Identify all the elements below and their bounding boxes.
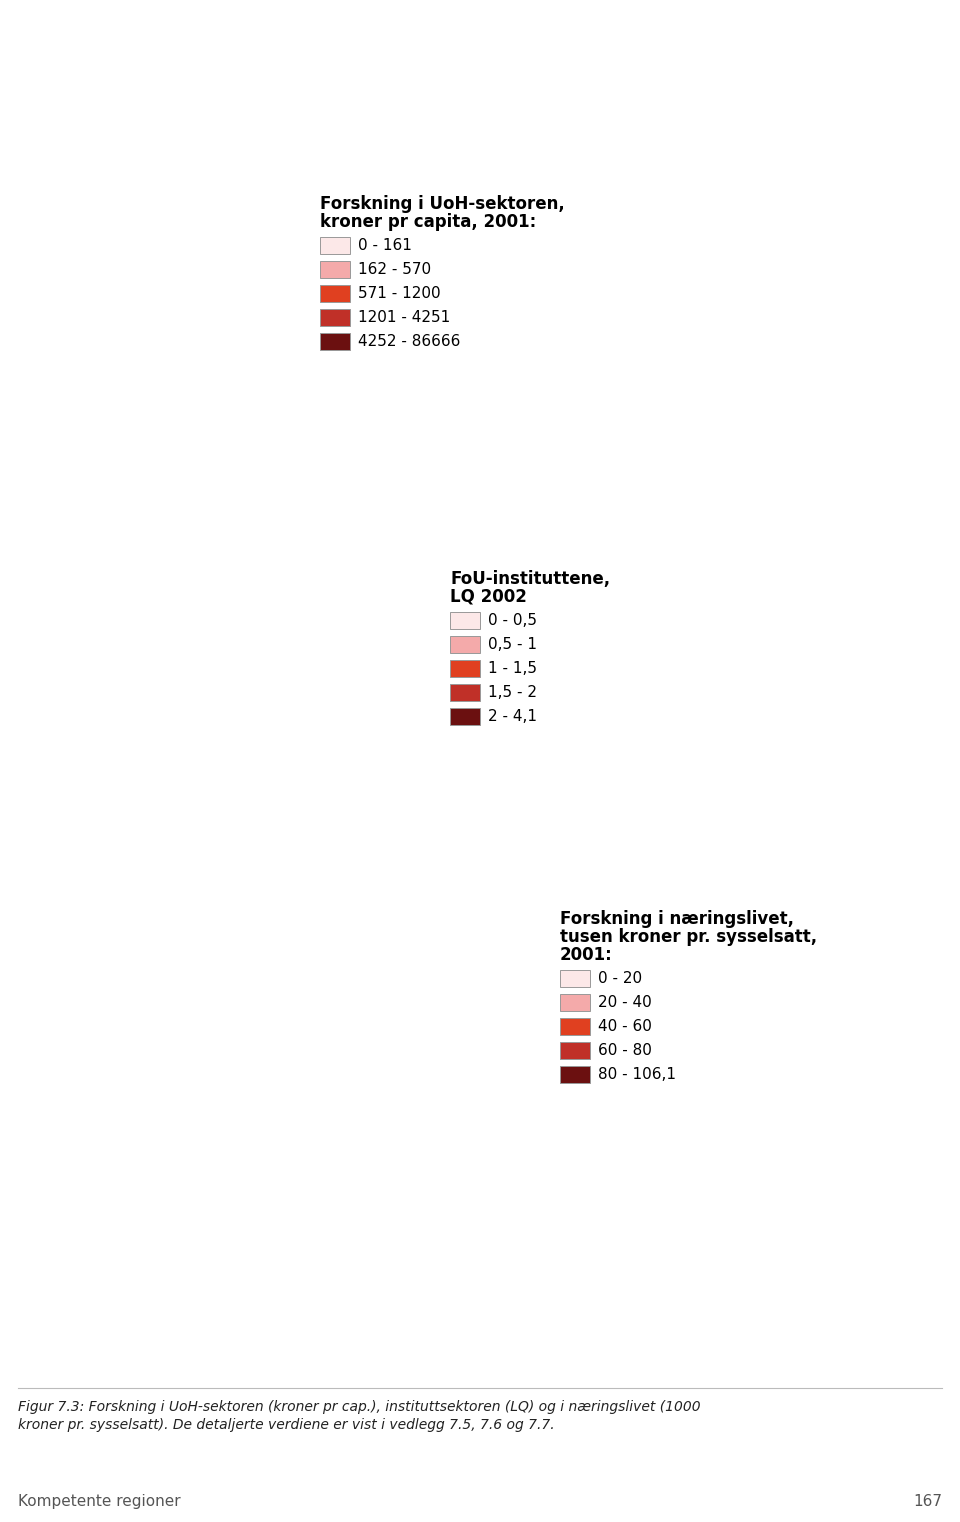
Text: 0 - 0,5: 0 - 0,5: [488, 613, 537, 629]
Bar: [320, 237, 350, 254]
Bar: [450, 708, 480, 724]
Bar: [320, 285, 350, 301]
Text: 0 - 161: 0 - 161: [358, 237, 412, 253]
Text: 2001:: 2001:: [560, 947, 612, 963]
Text: 0 - 20: 0 - 20: [598, 971, 642, 986]
Text: Kompetente regioner: Kompetente regioner: [18, 1495, 180, 1508]
Text: 20 - 40: 20 - 40: [598, 995, 652, 1011]
Bar: [450, 661, 480, 677]
Text: 80 - 106,1: 80 - 106,1: [598, 1067, 676, 1082]
Text: tusen kroner pr. sysselsatt,: tusen kroner pr. sysselsatt,: [560, 928, 817, 947]
Text: 40 - 60: 40 - 60: [598, 1020, 652, 1033]
Bar: [320, 260, 350, 279]
Text: 1 - 1,5: 1 - 1,5: [488, 661, 537, 676]
Text: LQ 2002: LQ 2002: [450, 587, 527, 606]
Text: 1,5 - 2: 1,5 - 2: [488, 685, 537, 700]
Text: 60 - 80: 60 - 80: [598, 1043, 652, 1058]
Bar: [450, 612, 480, 629]
Text: 4252 - 86666: 4252 - 86666: [358, 333, 461, 349]
Text: 0,5 - 1: 0,5 - 1: [488, 638, 537, 651]
Bar: [450, 683, 480, 702]
Text: 1201 - 4251: 1201 - 4251: [358, 310, 450, 326]
Text: 162 - 570: 162 - 570: [358, 262, 431, 277]
Bar: [560, 970, 590, 986]
Bar: [560, 1043, 590, 1059]
Bar: [560, 1065, 590, 1084]
Bar: [560, 994, 590, 1011]
Bar: [320, 333, 350, 350]
Text: kroner pr capita, 2001:: kroner pr capita, 2001:: [320, 213, 537, 231]
Text: kroner pr. sysselsatt). De detaljerte verdiene er vist i vedlegg 7.5, 7.6 og 7.7: kroner pr. sysselsatt). De detaljerte ve…: [18, 1419, 555, 1432]
Text: Forskning i næringslivet,: Forskning i næringslivet,: [560, 910, 794, 928]
Text: 2 - 4,1: 2 - 4,1: [488, 709, 537, 724]
Bar: [560, 1018, 590, 1035]
Text: Forskning i UoH-sektoren,: Forskning i UoH-sektoren,: [320, 195, 564, 213]
Text: 571 - 1200: 571 - 1200: [358, 286, 441, 301]
Text: Figur 7.3: Forskning i UoH-sektoren (kroner pr cap.), instituttsektoren (LQ) og : Figur 7.3: Forskning i UoH-sektoren (kro…: [18, 1400, 701, 1414]
Bar: [450, 636, 480, 653]
Text: 167: 167: [913, 1495, 942, 1508]
Text: FoU-instituttene,: FoU-instituttene,: [450, 571, 611, 587]
Bar: [320, 309, 350, 326]
